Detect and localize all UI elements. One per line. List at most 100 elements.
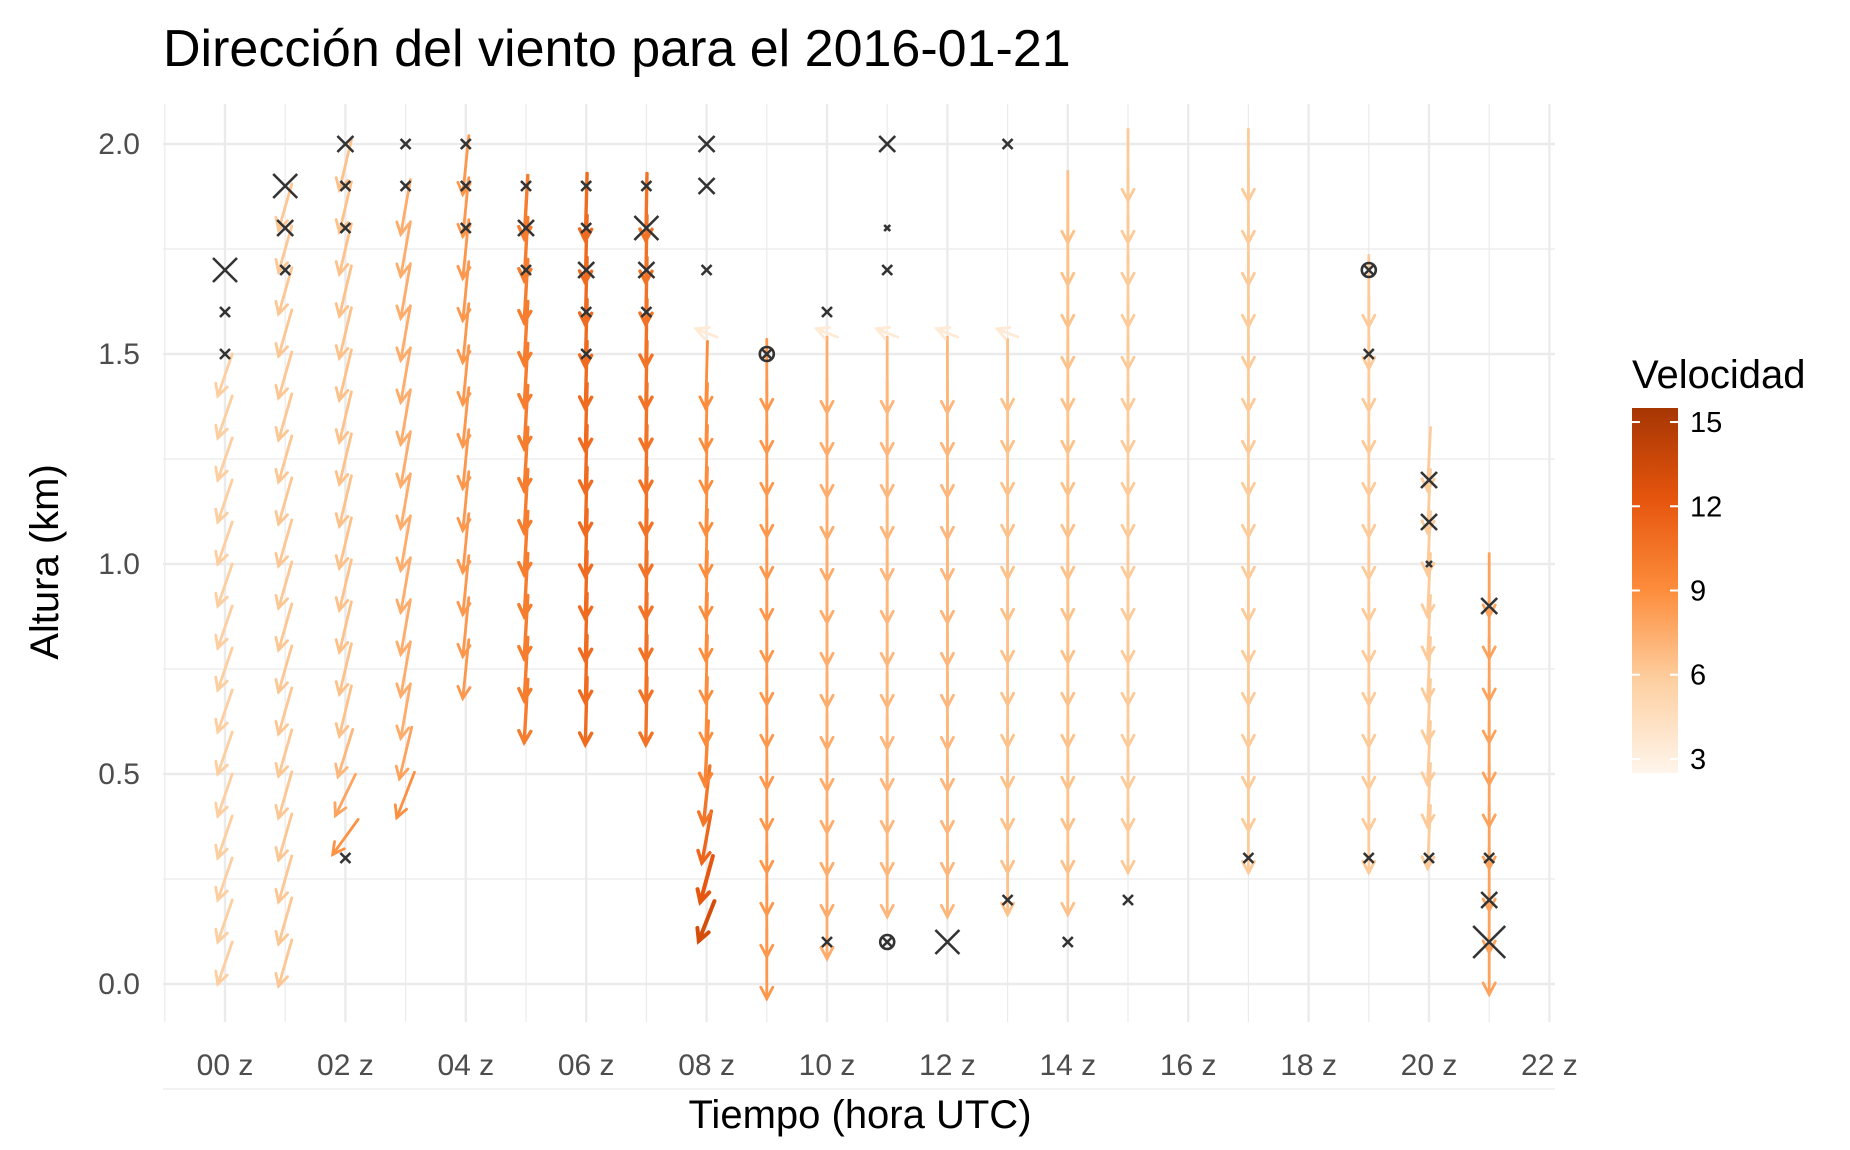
wind-arrow xyxy=(695,854,715,907)
calm-marker xyxy=(883,224,892,232)
calm-marker xyxy=(212,257,238,283)
wind-arrow xyxy=(695,899,717,945)
wind-arrow xyxy=(1120,127,1136,204)
wind-arrow xyxy=(334,558,353,614)
wind-arrow xyxy=(939,335,955,416)
calm-marker xyxy=(700,264,713,276)
calm-marker xyxy=(1472,925,1507,959)
calm-marker xyxy=(580,306,593,318)
chart-title: Dirección del viento para el 2016-01-21 xyxy=(163,20,1071,78)
y-tick-label: 1.5 xyxy=(98,338,140,371)
calm-marker xyxy=(520,264,532,276)
wind-arrow xyxy=(334,727,355,780)
calm-marker xyxy=(399,138,412,150)
calm-marker xyxy=(272,173,299,199)
legend-tick-label: 15 xyxy=(1690,407,1722,439)
x-tick-label: 12 z xyxy=(919,1049,976,1082)
legend-tick-label: 3 xyxy=(1690,744,1706,776)
y-tick-label: 1.0 xyxy=(98,548,140,581)
x-tick-label: 04 z xyxy=(437,1049,494,1082)
wind-arrow xyxy=(274,770,294,821)
calm-marker xyxy=(339,222,352,234)
wind-arrow xyxy=(994,326,1020,341)
calm-marker xyxy=(336,135,355,153)
x-tick-label: 22 z xyxy=(1521,1049,1578,1082)
x-axis-label: Tiempo (hora UTC) xyxy=(688,1093,1031,1137)
calm-marker xyxy=(934,929,961,955)
calm-marker xyxy=(821,306,833,318)
calm-marker xyxy=(580,180,593,192)
wind-arrow xyxy=(274,854,294,905)
wind-arrow xyxy=(214,646,234,693)
calm-marker xyxy=(637,261,656,279)
wind-arrow xyxy=(517,635,533,705)
wind-arrow xyxy=(517,341,533,411)
wind-arrow xyxy=(1060,169,1076,246)
wind-arrow xyxy=(395,556,412,616)
calm-marker xyxy=(459,222,472,234)
calm-marker xyxy=(878,135,897,153)
legend-tick-label: 9 xyxy=(1690,576,1706,608)
x-tick-label: 20 z xyxy=(1401,1049,1458,1082)
wind-arrow xyxy=(214,478,234,525)
wind-arrow xyxy=(334,516,353,572)
wind-arrow xyxy=(274,812,294,863)
calm-marker xyxy=(339,852,352,864)
wind-arrow xyxy=(334,600,353,656)
calm-marker xyxy=(1362,852,1375,864)
wind-arrow xyxy=(395,472,412,532)
wind-arrow xyxy=(274,896,294,947)
calm-marker xyxy=(580,222,593,234)
wind-arrow xyxy=(274,644,294,695)
wind-arrow xyxy=(334,264,353,320)
wind-arrow xyxy=(274,392,294,443)
calm-marker xyxy=(459,180,472,192)
calm-marker xyxy=(1420,471,1438,489)
wind-arrow xyxy=(214,688,234,735)
wind-arrow xyxy=(214,604,234,651)
calm-marker xyxy=(697,135,716,153)
calm-marker xyxy=(1122,894,1134,906)
calm-marker xyxy=(1360,261,1378,279)
wind-arrow xyxy=(274,476,294,527)
calm-marker xyxy=(697,177,716,195)
calm-marker xyxy=(1480,597,1499,615)
wind-arrow xyxy=(214,520,234,567)
wind-arrow xyxy=(813,326,839,341)
wind-arrow xyxy=(697,719,714,789)
calm-marker xyxy=(580,348,593,360)
calm-marker xyxy=(276,219,295,237)
wind-arrow xyxy=(214,898,234,945)
wind-arrow xyxy=(274,518,294,569)
wind-arrow xyxy=(1420,636,1436,704)
y-axis-label: Altura (km) xyxy=(23,464,67,660)
wind-arrow xyxy=(1420,720,1436,788)
legend-title: Velocidad xyxy=(1632,353,1805,397)
x-tick-label: 02 z xyxy=(317,1049,374,1082)
wind-arrow xyxy=(693,326,719,341)
calm-marker xyxy=(219,348,231,360)
wind-arrow xyxy=(334,474,353,530)
wind-arrow xyxy=(334,642,353,698)
wind-arrow xyxy=(214,940,234,987)
calm-marker xyxy=(758,345,776,363)
calm-marker xyxy=(633,215,660,241)
wind-arrow xyxy=(759,337,775,414)
wind-arrow xyxy=(274,602,294,653)
legend-tick-label: 6 xyxy=(1690,660,1706,692)
calm-marker xyxy=(279,264,292,276)
calm-marker xyxy=(1425,560,1433,568)
calm-marker xyxy=(821,936,833,948)
y-tick-label: 0.5 xyxy=(98,758,140,791)
wind-arrow xyxy=(214,772,234,819)
wind-arrow xyxy=(873,326,900,341)
wind-arrow xyxy=(1420,762,1436,830)
wind-arrow xyxy=(1240,127,1256,204)
wind-arrow xyxy=(214,562,234,609)
wind-arrow xyxy=(696,809,714,867)
wind-arrow xyxy=(395,682,412,742)
calm-marker xyxy=(459,138,472,150)
calm-marker xyxy=(577,261,596,279)
wind-arrow xyxy=(879,335,895,416)
